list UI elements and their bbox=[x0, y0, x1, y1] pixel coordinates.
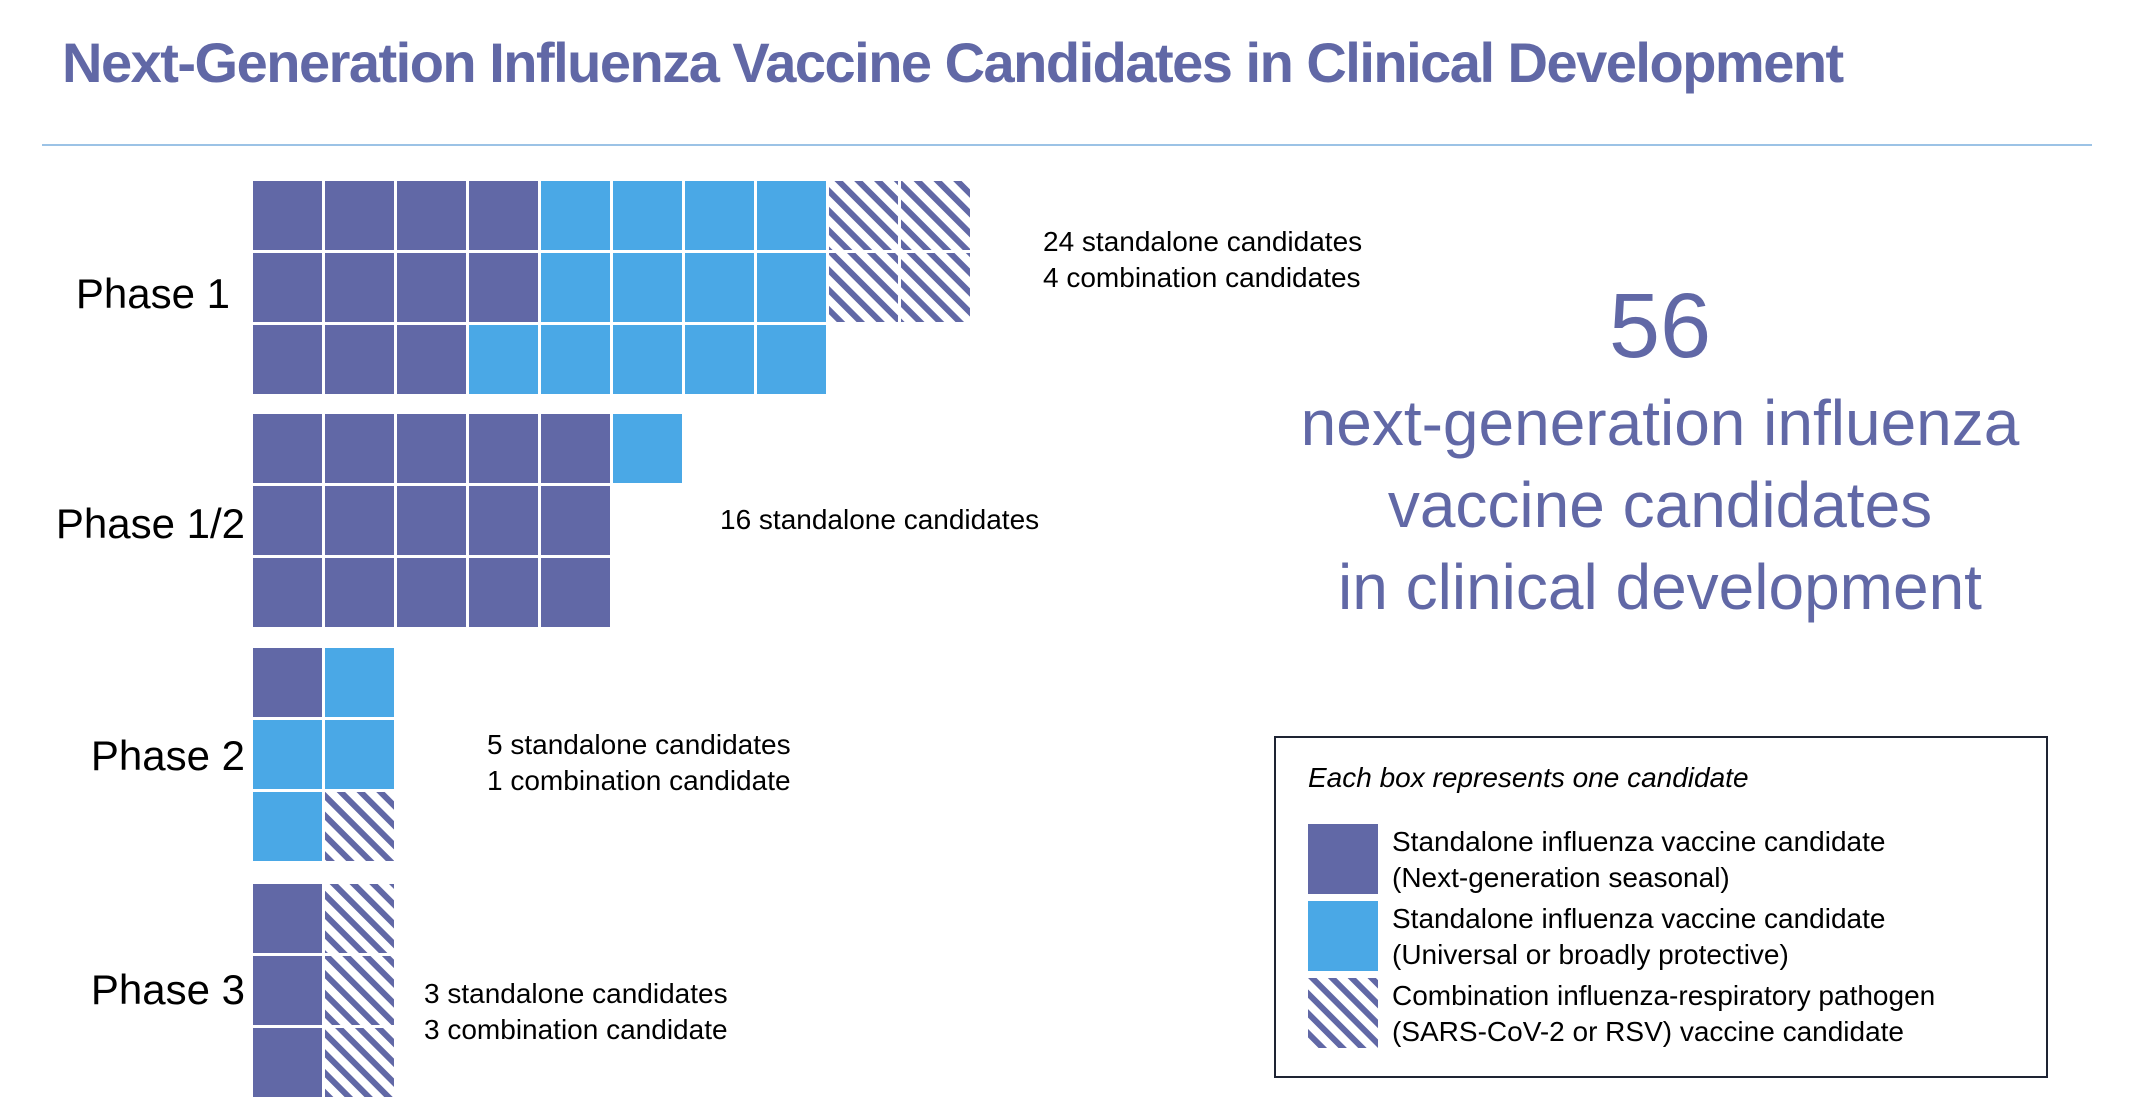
candidate-box-seasonal bbox=[325, 325, 394, 394]
candidate-box-seasonal bbox=[469, 414, 538, 483]
legend-combination-line2: (SARS-CoV-2 or RSV) vaccine candidate bbox=[1392, 1016, 1904, 1047]
candidate-box-universal bbox=[541, 253, 610, 322]
candidate-box-seasonal bbox=[541, 414, 610, 483]
phase-1-standalone-count: 24 standalone candidates bbox=[1043, 226, 1363, 257]
legend-seasonal-line1: Standalone influenza vaccine candidate bbox=[1392, 826, 1886, 857]
phase-1-2-candidates-text: 16 standalone candidates bbox=[720, 502, 1039, 538]
candidate-box-universal bbox=[253, 720, 322, 789]
candidate-box-seasonal bbox=[253, 325, 322, 394]
legend-combination-line1: Combination influenza-respiratory pathog… bbox=[1392, 980, 1936, 1011]
candidate-box-combination bbox=[901, 253, 970, 322]
candidate-box-seasonal bbox=[253, 486, 322, 555]
candidate-box-seasonal bbox=[469, 558, 538, 627]
candidate-box-universal bbox=[325, 720, 394, 789]
candidate-box-combination bbox=[901, 181, 970, 250]
candidate-box-seasonal bbox=[325, 181, 394, 250]
candidate-box-seasonal bbox=[253, 648, 322, 717]
candidate-box-universal bbox=[613, 181, 682, 250]
candidate-box-seasonal bbox=[541, 558, 610, 627]
candidate-box-universal bbox=[253, 792, 322, 861]
legend: Each box represents one candidate Standa… bbox=[1274, 736, 2048, 1078]
candidate-box-seasonal bbox=[325, 253, 394, 322]
candidate-box-seasonal bbox=[397, 181, 466, 250]
legend-swatch-combination bbox=[1308, 978, 1378, 1048]
phase-2-candidates-text: 5 standalone candidates 1 combination ca… bbox=[487, 727, 791, 799]
candidate-box-universal bbox=[757, 325, 826, 394]
legend-title: Each box represents one candidate bbox=[1308, 762, 1749, 793]
phase-1-candidates-text: 24 standalone candidates 4 combination c… bbox=[1043, 224, 1362, 296]
candidate-box-seasonal bbox=[253, 414, 322, 483]
summary-line-2: vaccine candidates bbox=[1387, 469, 1933, 541]
candidate-box-combination bbox=[325, 956, 394, 1025]
candidate-box-seasonal bbox=[253, 253, 322, 322]
candidate-box-seasonal bbox=[397, 486, 466, 555]
candidate-box-universal bbox=[613, 253, 682, 322]
candidate-box-universal bbox=[541, 325, 610, 394]
candidate-box-seasonal bbox=[325, 414, 394, 483]
phase-label-1: Phase 1 bbox=[75, 270, 230, 317]
candidate-box-seasonal bbox=[253, 181, 322, 250]
total-candidates-description: next-generation influenza vaccine candid… bbox=[1240, 382, 2080, 628]
candidate-box-seasonal bbox=[253, 558, 322, 627]
candidate-box-seasonal bbox=[469, 181, 538, 250]
legend-seasonal-line2: (Next-generation seasonal) bbox=[1392, 862, 1730, 893]
phase-3-candidates-text: 3 standalone candidates 3 combination ca… bbox=[424, 976, 728, 1048]
page-title: Next-Generation Influenza Vaccine Candid… bbox=[62, 31, 1844, 94]
candidate-box-universal bbox=[757, 253, 826, 322]
legend-item-universal: Standalone influenza vaccine candidate (… bbox=[1392, 901, 1885, 973]
candidate-box-universal bbox=[325, 648, 394, 717]
candidate-box-combination bbox=[325, 1028, 394, 1097]
candidate-box-universal bbox=[613, 325, 682, 394]
phase-1-combination-count: 4 combination candidates bbox=[1043, 262, 1361, 293]
candidate-box-combination bbox=[829, 181, 898, 250]
candidate-box-universal bbox=[757, 181, 826, 250]
candidate-box-universal bbox=[469, 325, 538, 394]
candidate-box-combination bbox=[325, 884, 394, 953]
summary-line-3: in clinical development bbox=[1338, 551, 1982, 623]
phase-label-1-2: Phase 1/2 bbox=[55, 500, 245, 547]
candidate-box-universal bbox=[685, 181, 754, 250]
candidate-box-seasonal bbox=[397, 414, 466, 483]
candidate-box-seasonal bbox=[397, 558, 466, 627]
phase-label-3: Phase 3 bbox=[90, 966, 245, 1013]
candidate-box-seasonal bbox=[541, 486, 610, 555]
candidate-box-seasonal bbox=[397, 253, 466, 322]
candidate-box-seasonal bbox=[253, 956, 322, 1025]
candidate-box-universal bbox=[685, 253, 754, 322]
summary-line-1: next-generation influenza bbox=[1300, 387, 2020, 459]
phase-2-combination-count: 1 combination candidate bbox=[487, 765, 791, 796]
title-divider bbox=[42, 144, 2092, 146]
candidate-box-universal bbox=[685, 325, 754, 394]
candidate-box-seasonal bbox=[253, 1028, 322, 1097]
phase-label-2: Phase 2 bbox=[90, 732, 245, 779]
legend-item-combination: Combination influenza-respiratory pathog… bbox=[1392, 978, 1935, 1050]
legend-swatch-seasonal bbox=[1308, 824, 1378, 894]
candidate-box-seasonal bbox=[397, 325, 466, 394]
candidate-box-seasonal bbox=[469, 253, 538, 322]
candidate-box-universal bbox=[613, 414, 682, 483]
phase-3-standalone-count: 3 standalone candidates bbox=[424, 978, 728, 1009]
legend-universal-line2: (Universal or broadly protective) bbox=[1392, 939, 1789, 970]
phase-3-combination-count: 3 combination candidate bbox=[424, 1014, 728, 1045]
candidate-box-seasonal bbox=[325, 558, 394, 627]
candidate-box-seasonal bbox=[325, 486, 394, 555]
phase-1-2-standalone-count: 16 standalone candidates bbox=[720, 504, 1040, 535]
total-candidates-number: 56 bbox=[1608, 275, 1712, 377]
legend-universal-line1: Standalone influenza vaccine candidate bbox=[1392, 903, 1886, 934]
candidate-box-universal bbox=[541, 181, 610, 250]
candidate-box-seasonal bbox=[253, 884, 322, 953]
legend-item-seasonal: Standalone influenza vaccine candidate (… bbox=[1392, 824, 1885, 896]
candidate-box-combination bbox=[829, 253, 898, 322]
candidate-box-combination bbox=[325, 792, 394, 861]
legend-swatch-universal bbox=[1308, 901, 1378, 971]
candidate-box-seasonal bbox=[469, 486, 538, 555]
phase-2-standalone-count: 5 standalone candidates bbox=[487, 729, 791, 760]
